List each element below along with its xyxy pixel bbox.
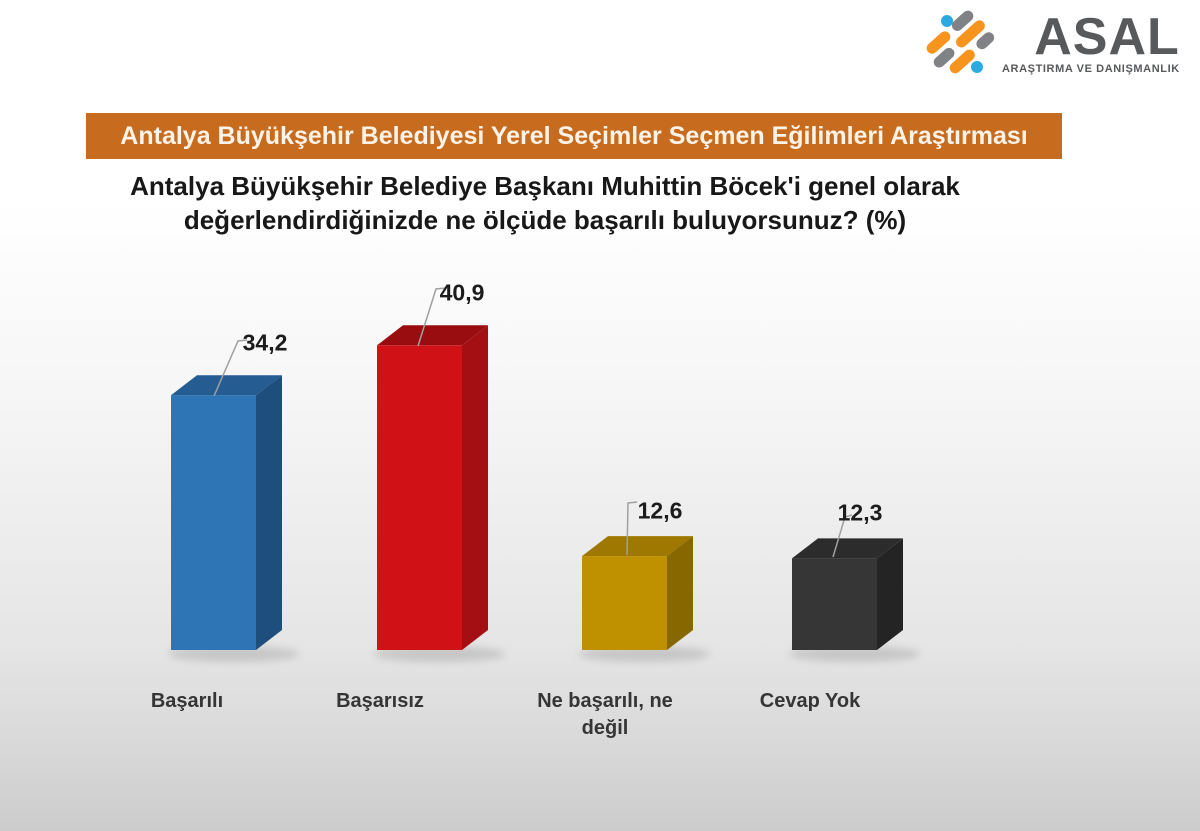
bar-cevap-yok [788,514,921,662]
bar-top [792,538,903,559]
category-label-cevap-yok: Cevap Yok [759,690,861,712]
bar-ba-ar-l [167,339,300,662]
bar-side [462,325,488,650]
bar-ne-ba-ar-l-ne-de-il [578,501,711,662]
asal-logo-subtitle: ARAŞTIRMA VE DANIŞMANLIK [1002,63,1180,75]
banner-title: Antalya Büyükşehir Belediyesi Yerel Seçi… [86,113,1062,159]
bar-side [667,536,693,650]
leader-line [832,514,853,558]
bar-front [171,395,256,650]
bar-ba-ar-s-z [373,287,506,662]
bar-top [377,325,488,346]
value-label-ba-ar-s-z: 40,9 [439,279,485,306]
asal-logo-icon [926,10,995,74]
leader-line [213,339,248,397]
asal-logo: ASAL ARAŞTIRMA VE DANIŞMANLIK [924,8,1180,76]
bar-side [256,375,282,650]
category-label-ne-ba-ar-l-ne-de-il: Ne başarılı, ne değil [537,690,673,739]
value-label-ne-ba-ar-l-ne-de-il: 12,6 [637,497,683,524]
bar-front [792,558,877,650]
category-label-ba-ar-l: Başarılı [150,690,224,712]
logo-dot-top [941,15,953,27]
category-label-ba-ar-s-z: Başarısız [336,690,424,712]
bar-front [377,345,462,650]
leader-line [417,287,447,347]
logo-dot-bottom [971,61,983,73]
value-label-ba-ar-l: 34,2 [242,329,288,356]
bar-top [582,536,693,557]
bar-top [171,375,282,396]
survey-question-title: Antalya Büyükşehir Belediye Başkanı Muhi… [130,171,960,235]
leader-line [626,501,638,556]
asal-logo-text: ASAL [1034,8,1180,66]
bar-side [877,538,903,650]
value-label-cevap-yok: 12,3 [837,499,883,526]
bar-front [582,556,667,650]
